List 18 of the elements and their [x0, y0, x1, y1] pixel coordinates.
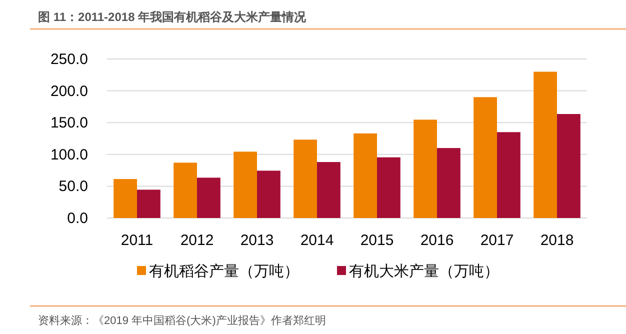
y-tick-label: 100.0 [50, 146, 88, 164]
y-tick-label: 200.0 [50, 82, 88, 100]
y-tick-label: 150.0 [50, 114, 88, 132]
y-tick-label: 50.0 [58, 178, 88, 196]
legend-label: 有机大米产量（万吨） [349, 263, 499, 280]
text: 资料来源：《2019 年中国稻谷(大米)产业报告》作者郑红明 [38, 314, 326, 327]
x-tick-label: 2016 [420, 232, 454, 249]
x-tick-label: 2014 [300, 232, 334, 249]
x-tick-label: 2012 [180, 232, 214, 249]
x-tick-label: 2017 [480, 232, 514, 249]
x-tick-label: 2011 [120, 232, 154, 249]
chart-title: 图 11：2011-2018 年我国有机稻谷及大米产量情况 [38, 10, 308, 24]
y-tick-label: 250.0 [50, 51, 88, 68]
legend-label: 有机稻谷产量（万吨） [149, 263, 299, 280]
x-tick-label: 2015 [360, 232, 394, 249]
x-tick-label: 2013 [240, 232, 274, 249]
y-tick-label: 0.0 [67, 210, 88, 227]
x-tick-label: 2018 [540, 232, 574, 249]
